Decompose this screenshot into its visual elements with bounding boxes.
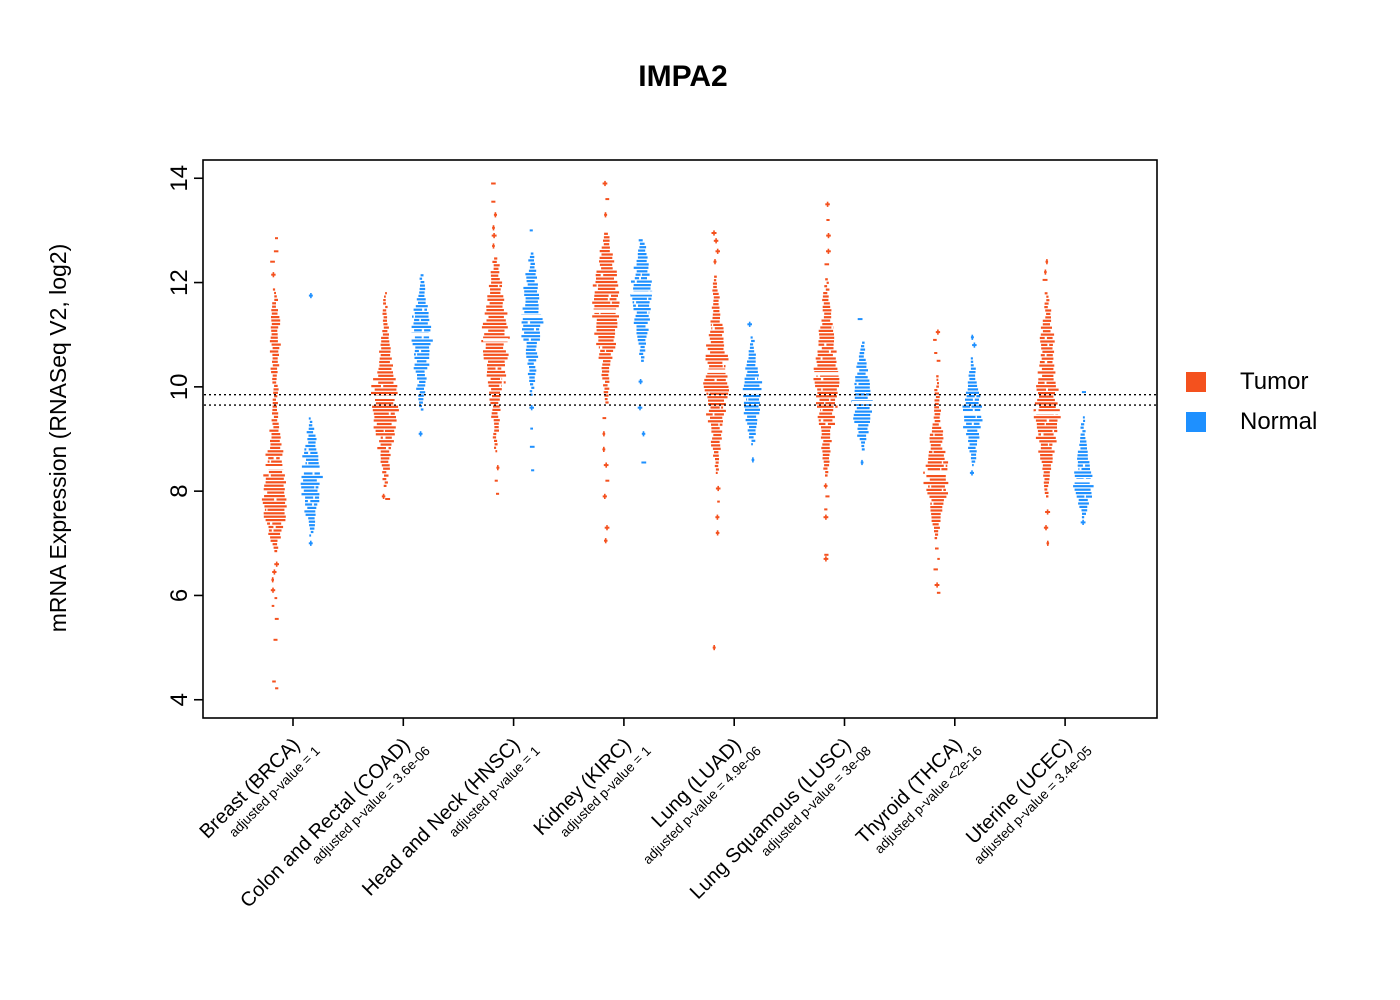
violin-tumor-7 (1033, 259, 1061, 546)
violin-tumor-0 (261, 237, 287, 690)
violin-tumor-2 (481, 182, 510, 495)
violin-normal-4 (742, 321, 763, 463)
x-axis-labels: Breast (BRCA) adjusted p-value = 1 Colon… (195, 734, 1094, 912)
y-tick-label: 4 (166, 693, 193, 706)
x-label-kirc: Kidney (KIRC) adjusted p-value = 1 (530, 734, 654, 840)
reference-lines (204, 394, 1156, 406)
violin-normal-7 (1072, 391, 1094, 525)
legend-label-tumor: Tumor (1240, 368, 1308, 395)
violin-normal-5 (851, 318, 873, 466)
legend-swatch-tumor (1186, 372, 1206, 392)
legend-swatch-normal (1186, 412, 1206, 432)
plot-frame (202, 159, 1158, 719)
violin-tumor-5 (813, 201, 840, 562)
violin-tumor-1 (371, 292, 399, 500)
plot-area: 4 6 8 10 12 14 (166, 159, 1158, 726)
legend: Tumor Normal (1186, 368, 1317, 435)
y-axis-ticks: 4 6 8 10 12 14 (166, 165, 203, 706)
violin-normal-3 (630, 239, 653, 464)
y-tick-label: 10 (166, 374, 193, 401)
violin-normal-0 (300, 293, 323, 546)
violin-tumor-6 (923, 329, 949, 594)
y-tick-label: 8 (166, 484, 193, 497)
x-label-thca: Thyroid (THCA) adjusted p-value <2e-16 (852, 734, 985, 856)
legend-label-normal: Normal (1240, 408, 1317, 435)
violin-normal-1 (410, 274, 433, 437)
y-tick-label: 6 (166, 589, 193, 602)
y-tick-label: 12 (166, 269, 193, 296)
violin-normal-2 (520, 229, 544, 472)
violin-tumor-3 (592, 180, 620, 544)
chart-title: IMPA2 (638, 60, 727, 93)
y-axis-label: mRNA Expression (RNASeq V2, log2) (45, 244, 71, 633)
violin-normal-6 (962, 334, 984, 476)
violin-tumor-4 (703, 230, 729, 651)
y-tick-label: 14 (166, 165, 193, 192)
